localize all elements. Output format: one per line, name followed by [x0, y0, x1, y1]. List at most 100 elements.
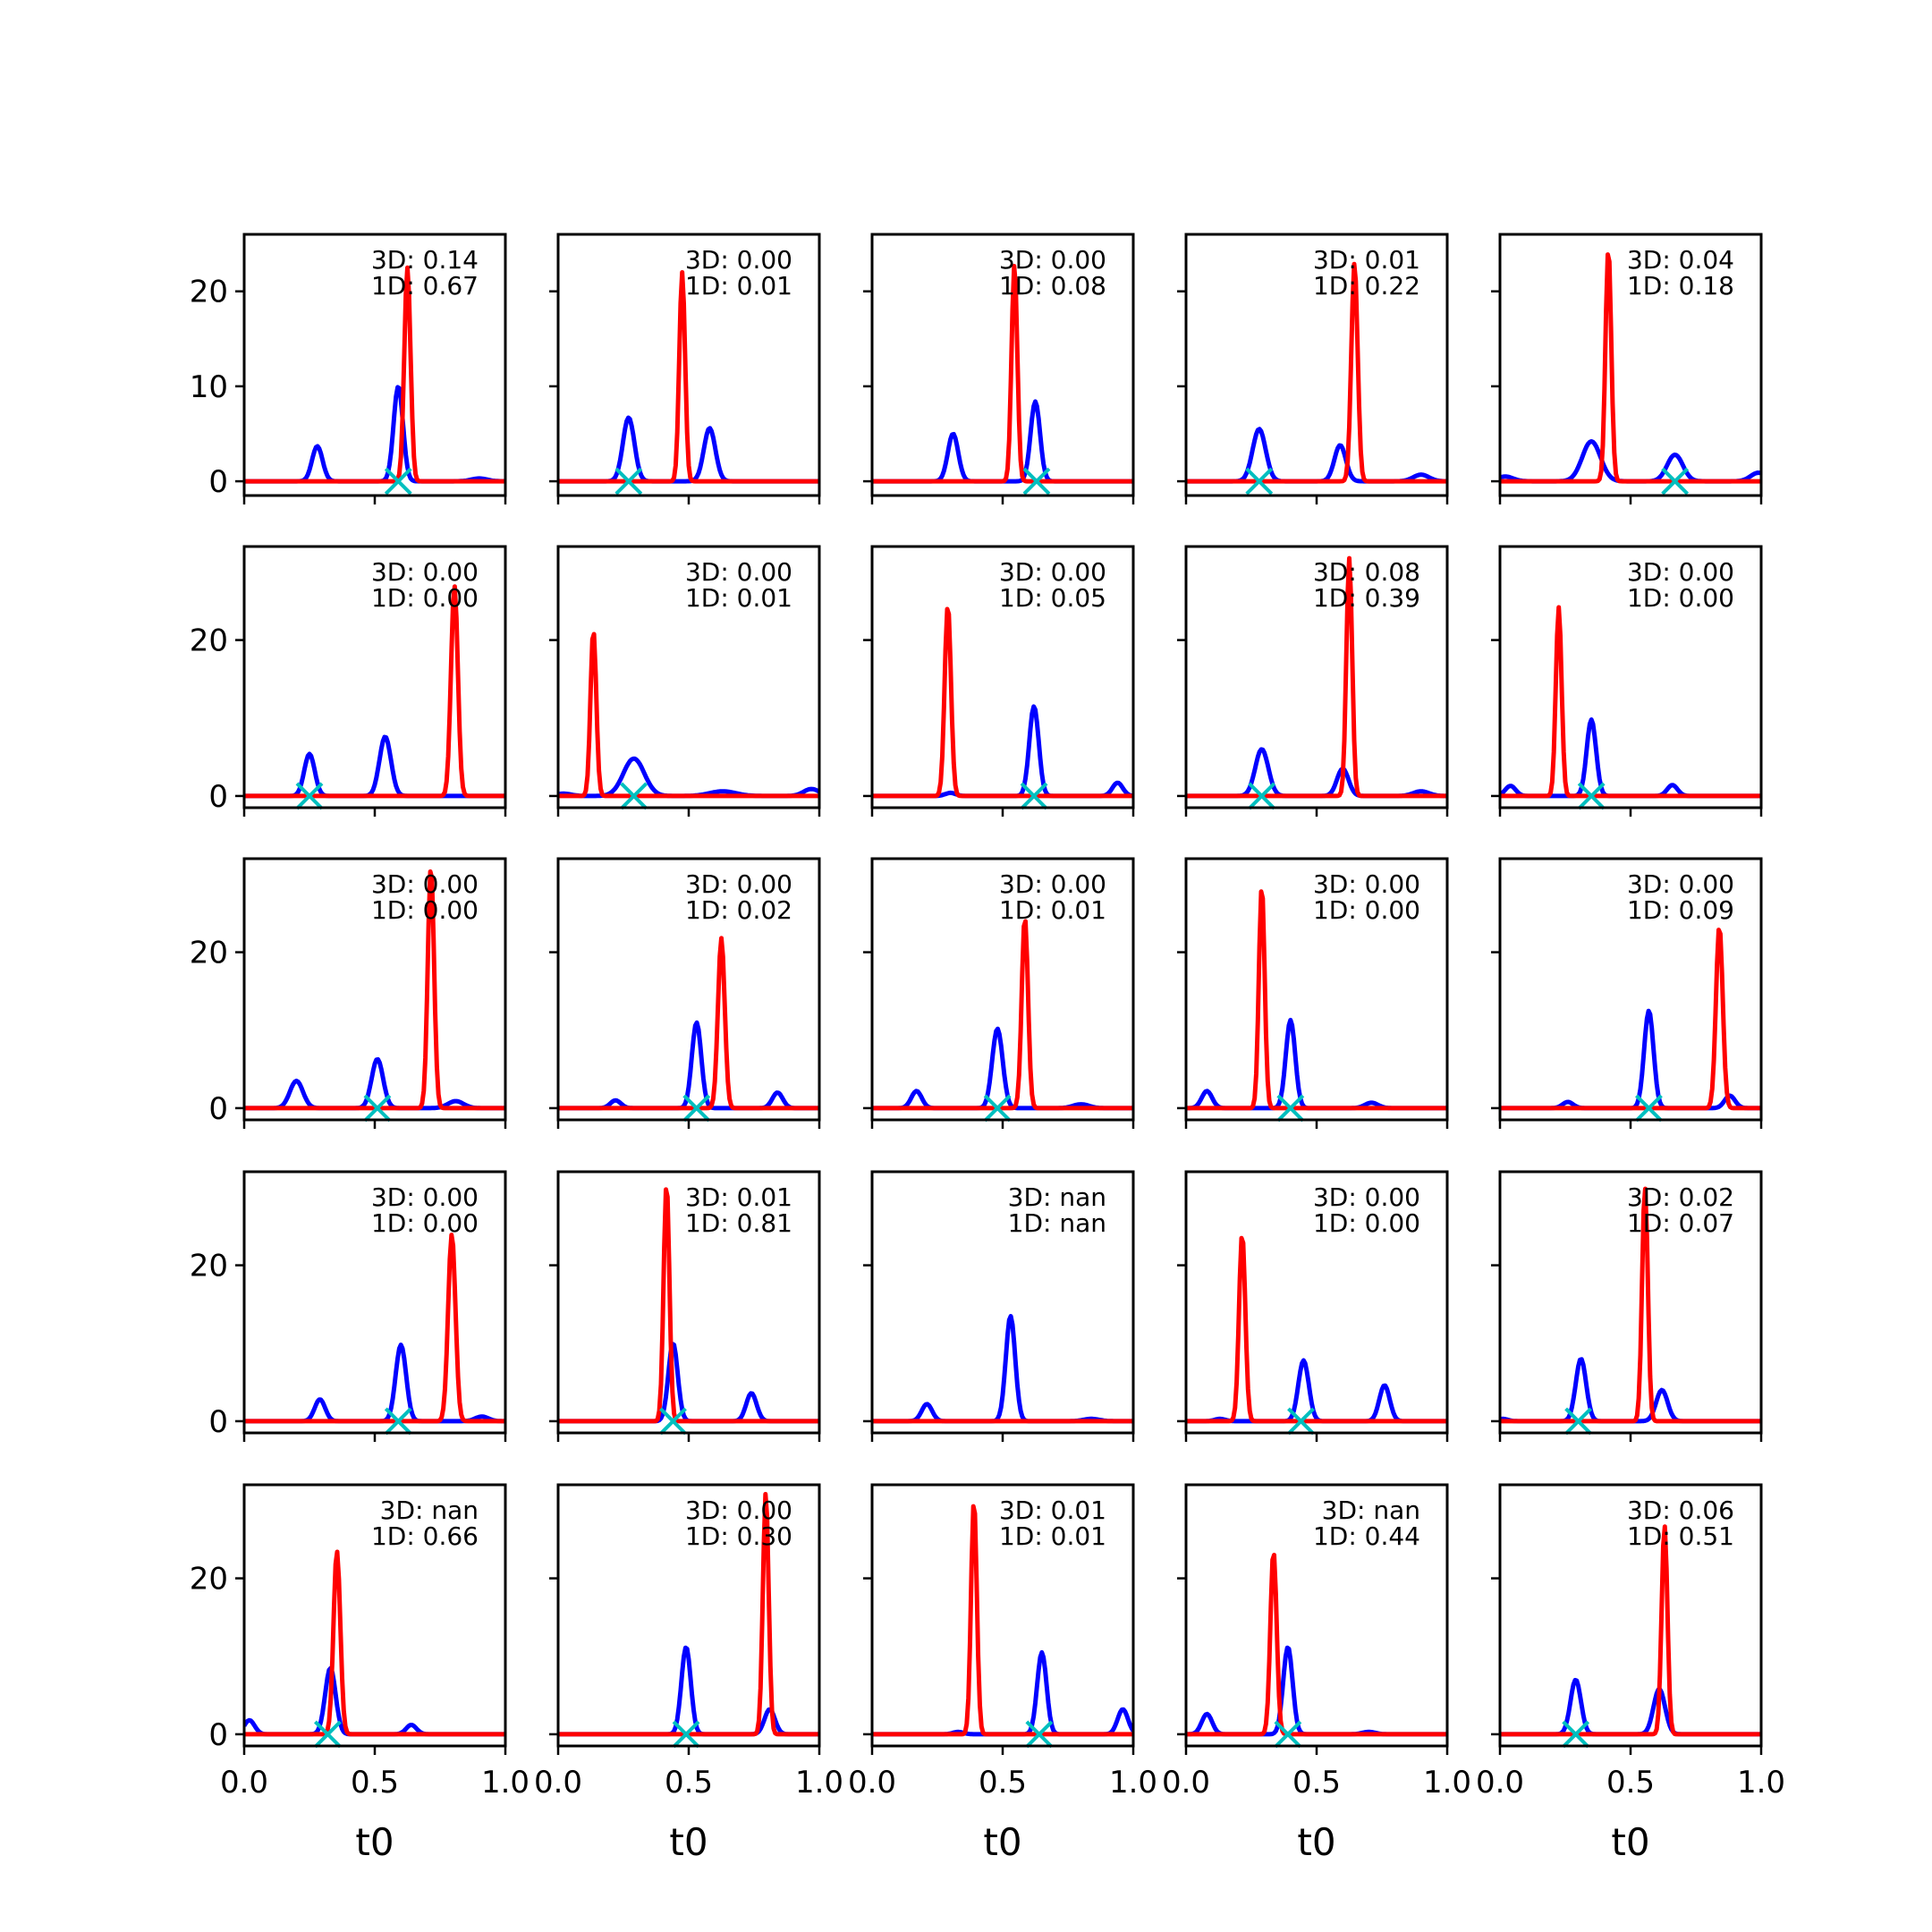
x-axis-label: t0	[355, 1820, 394, 1864]
true-value-marker	[384, 467, 412, 496]
series-1d-line	[244, 869, 505, 1111]
annotation-1d: 1D: 0.67	[371, 271, 479, 301]
series-3d-line	[558, 1020, 819, 1111]
annotation-3d: 3D: 0.00	[999, 245, 1106, 275]
annotation-3d: 3D: nan	[380, 1496, 479, 1525]
annotation-1d: 1D: 0.30	[685, 1521, 792, 1551]
true-value-marker	[363, 1094, 392, 1123]
annotation-1d: 1D: 0.01	[685, 583, 792, 613]
annotation-1d: 1D: 0.22	[1313, 271, 1420, 301]
annotation-1d: 1D: 0.01	[999, 1521, 1106, 1551]
annotation-3d: 3D: 0.01	[685, 1182, 792, 1212]
annotation-1d: 1D: 0.00	[1313, 1208, 1420, 1238]
true-value-marker	[1020, 782, 1048, 810]
annotation-3d: 3D: 0.06	[1627, 1496, 1734, 1525]
annotation-1d: 1D: 0.09	[1627, 895, 1734, 925]
series-3d-line	[244, 734, 505, 799]
y-tick-label: 20	[190, 1562, 228, 1597]
series-1d-line	[1500, 1524, 1761, 1737]
annotation-3d: 3D: 0.02	[1627, 1182, 1734, 1212]
true-value-marker	[1025, 1720, 1054, 1749]
annotation-3d: 3D: 0.00	[999, 557, 1106, 587]
series-3d-line	[244, 1665, 505, 1737]
annotation-1d: 1D: 0.02	[685, 895, 792, 925]
true-value-marker	[1248, 782, 1276, 810]
true-value-marker	[384, 1407, 412, 1436]
true-value-marker	[1577, 782, 1606, 810]
x-tick-label: 1.0	[481, 1765, 530, 1801]
true-value-marker	[614, 467, 643, 496]
x-tick-label: 0.5	[1292, 1765, 1341, 1801]
x-tick-label: 0.0	[1162, 1765, 1210, 1801]
series-3d-line	[1186, 747, 1447, 799]
annotation-1d: 1D: 0.66	[371, 1521, 479, 1551]
x-tick-label: 1.0	[1423, 1765, 1471, 1801]
y-tick-label: 0	[208, 1091, 228, 1127]
true-value-marker	[659, 1407, 687, 1436]
annotation-3d: 3D: 0.00	[1627, 869, 1734, 899]
annotation-1d: 1D: 0.08	[999, 271, 1106, 301]
series-1d-line	[244, 1549, 505, 1737]
true-value-marker	[1274, 1720, 1302, 1749]
series-3d-line	[872, 1314, 1133, 1424]
y-tick-label: 20	[190, 623, 228, 659]
true-value-marker	[1635, 1094, 1663, 1123]
series-3d-line	[1500, 1677, 1761, 1737]
annotation-1d: 1D: 0.07	[1627, 1208, 1734, 1238]
annotation-3d: 3D: 0.14	[371, 245, 479, 275]
x-tick-label: 0.0	[534, 1765, 582, 1801]
annotation-3d: 3D: 0.00	[371, 1182, 479, 1212]
series-1d-line	[872, 1504, 1133, 1737]
x-axis-label: t0	[1297, 1820, 1335, 1864]
series-3d-line	[872, 1026, 1133, 1111]
annotation-1d: 1D: 0.39	[1313, 583, 1420, 613]
annotation-3d: 3D: 0.00	[685, 1496, 792, 1525]
true-value-marker	[1661, 467, 1690, 496]
annotation-3d: 3D: nan	[1008, 1182, 1106, 1212]
annotation-3d: 3D: 0.00	[371, 869, 479, 899]
x-tick-label: 1.0	[1109, 1765, 1157, 1801]
true-value-marker	[682, 1094, 711, 1123]
annotation-1d: 1D: 0.01	[685, 271, 792, 301]
x-tick-label: 0.5	[979, 1765, 1027, 1801]
series-3d-line	[1186, 427, 1447, 484]
series-1d-line	[1186, 555, 1447, 799]
series-3d-line	[244, 385, 505, 484]
annotation-1d: 1D: 0.18	[1627, 271, 1734, 301]
series-1d-line	[558, 1492, 819, 1737]
y-tick-label: 20	[190, 275, 228, 310]
true-value-marker	[1562, 1720, 1590, 1749]
true-value-marker	[314, 1720, 342, 1749]
annotation-1d: 1D: 0.05	[999, 583, 1106, 613]
annotation-1d: 1D: 0.00	[371, 895, 479, 925]
series-3d-line	[558, 1342, 819, 1424]
series-1d-line	[872, 264, 1133, 484]
annotation-3d: 3D: 0.00	[685, 557, 792, 587]
annotation-3d: 3D: 0.00	[999, 869, 1106, 899]
series-1d-line	[1186, 261, 1447, 484]
x-tick-label: 0.0	[848, 1765, 896, 1801]
annotation-1d: 1D: 0.00	[371, 583, 479, 613]
annotation-3d: 3D: 0.04	[1627, 245, 1734, 275]
series-3d-line	[244, 1343, 505, 1424]
series-1d-line	[558, 1187, 819, 1424]
series-1d-line	[1186, 889, 1447, 1111]
series-3d-line	[1500, 439, 1761, 484]
series-3d-line	[872, 704, 1133, 799]
series-1d-line	[1500, 252, 1761, 484]
